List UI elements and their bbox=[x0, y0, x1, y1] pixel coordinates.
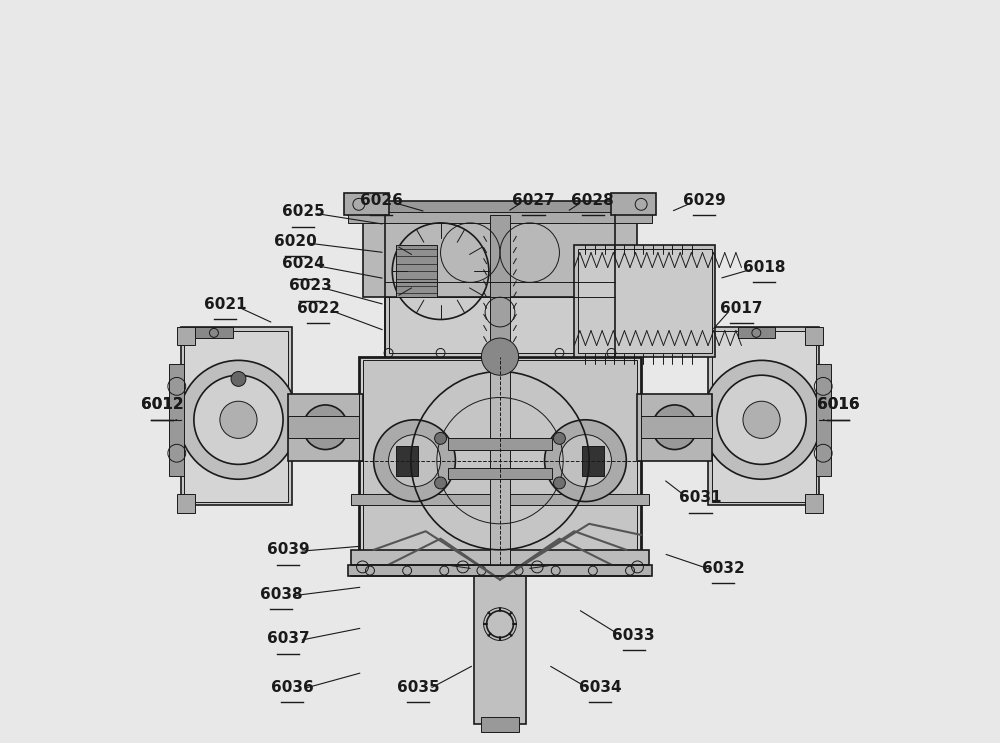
Bar bbox=[288, 416, 359, 438]
Bar bbox=[396, 245, 437, 297]
Text: 6035: 6035 bbox=[397, 680, 440, 695]
Text: 6018: 6018 bbox=[743, 260, 785, 275]
Text: 6016: 6016 bbox=[817, 398, 859, 412]
Bar bbox=[667, 409, 712, 431]
Circle shape bbox=[743, 401, 780, 438]
Text: 6028: 6028 bbox=[572, 193, 614, 208]
Text: 6012: 6012 bbox=[141, 398, 183, 412]
Bar bbox=[574, 245, 715, 357]
Bar bbox=[816, 364, 831, 476]
Circle shape bbox=[389, 435, 441, 487]
Text: 6020: 6020 bbox=[274, 234, 317, 249]
Circle shape bbox=[220, 401, 257, 438]
Text: 6027: 6027 bbox=[512, 193, 555, 208]
Text: 6012: 6012 bbox=[141, 398, 183, 412]
Bar bbox=[184, 331, 288, 502]
Bar bbox=[448, 438, 552, 450]
Text: 6025: 6025 bbox=[282, 204, 324, 219]
Bar bbox=[363, 360, 637, 561]
Bar bbox=[611, 193, 656, 215]
Text: 6033: 6033 bbox=[612, 628, 655, 643]
Bar bbox=[641, 416, 712, 438]
Bar bbox=[344, 193, 389, 215]
Circle shape bbox=[179, 360, 298, 479]
Bar bbox=[396, 446, 418, 476]
Text: 6026: 6026 bbox=[360, 193, 403, 208]
Text: 6039: 6039 bbox=[267, 542, 310, 557]
Circle shape bbox=[303, 405, 348, 450]
Bar bbox=[359, 357, 641, 565]
Bar bbox=[177, 327, 195, 345]
Bar bbox=[481, 717, 519, 732]
Bar bbox=[169, 364, 184, 476]
Circle shape bbox=[481, 338, 519, 375]
Circle shape bbox=[374, 420, 455, 502]
Text: 6036: 6036 bbox=[271, 680, 313, 695]
Text: 6031: 6031 bbox=[679, 490, 722, 505]
Bar bbox=[181, 327, 292, 505]
Circle shape bbox=[702, 360, 821, 479]
Bar bbox=[582, 446, 604, 476]
Bar bbox=[389, 219, 611, 353]
Bar bbox=[195, 327, 233, 338]
Text: 6029: 6029 bbox=[683, 193, 726, 208]
Bar bbox=[348, 201, 652, 215]
Bar bbox=[805, 327, 823, 345]
Circle shape bbox=[545, 420, 626, 502]
Circle shape bbox=[553, 477, 565, 489]
Bar bbox=[385, 215, 615, 357]
Text: 6037: 6037 bbox=[267, 632, 310, 646]
Text: 6016: 6016 bbox=[817, 398, 859, 412]
Circle shape bbox=[194, 375, 283, 464]
Bar bbox=[448, 468, 552, 479]
Circle shape bbox=[559, 435, 611, 487]
Bar bbox=[351, 550, 649, 568]
Text: 6022: 6022 bbox=[297, 301, 339, 316]
Bar bbox=[712, 331, 816, 502]
Bar bbox=[288, 394, 363, 461]
Text: 6017: 6017 bbox=[720, 301, 763, 316]
Bar bbox=[708, 327, 819, 505]
Text: 6032: 6032 bbox=[702, 561, 744, 576]
Bar bbox=[490, 215, 510, 357]
Text: 6034: 6034 bbox=[579, 680, 622, 695]
Text: 6021: 6021 bbox=[204, 297, 246, 312]
Bar bbox=[578, 249, 712, 353]
Circle shape bbox=[717, 375, 806, 464]
Circle shape bbox=[435, 432, 447, 444]
Bar bbox=[474, 568, 526, 724]
Bar bbox=[348, 565, 652, 576]
Bar bbox=[490, 357, 510, 565]
Bar bbox=[348, 212, 652, 223]
Circle shape bbox=[652, 405, 697, 450]
Circle shape bbox=[231, 372, 246, 386]
Bar bbox=[288, 409, 333, 431]
Bar bbox=[177, 494, 195, 513]
Bar bbox=[351, 494, 649, 505]
Circle shape bbox=[435, 477, 447, 489]
Circle shape bbox=[553, 432, 565, 444]
Text: 6024: 6024 bbox=[282, 256, 324, 271]
Bar bbox=[805, 494, 823, 513]
Text: 6023: 6023 bbox=[289, 279, 332, 293]
Bar bbox=[637, 394, 712, 461]
Bar bbox=[363, 208, 637, 297]
Bar bbox=[738, 327, 775, 338]
Text: 6038: 6038 bbox=[260, 587, 302, 602]
